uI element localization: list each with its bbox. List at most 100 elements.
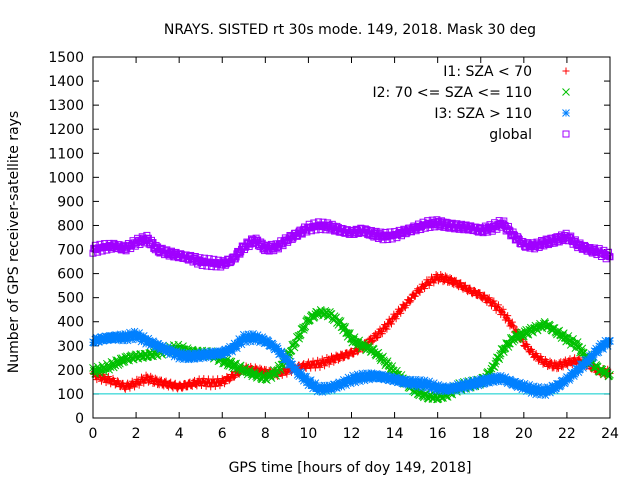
data-point	[278, 371, 286, 379]
data-point	[226, 375, 234, 383]
data-point	[527, 346, 535, 354]
data-point	[378, 330, 386, 338]
data-point	[299, 323, 307, 332]
marker-stroke	[344, 329, 353, 337]
data-point	[504, 312, 512, 320]
marker-stroke	[564, 332, 573, 340]
marker-stroke	[350, 333, 359, 341]
marker-stroke	[522, 325, 530, 334]
data-point	[554, 364, 562, 372]
y-tick-label: 0	[75, 411, 84, 427]
data-point	[341, 353, 349, 361]
marker-stroke	[536, 319, 544, 328]
marker-stroke	[183, 344, 192, 352]
data-point	[335, 316, 344, 325]
y-tick-label: 300	[57, 339, 84, 355]
data-point	[488, 298, 496, 306]
data-point	[457, 279, 465, 287]
x-tick-label: 12	[343, 426, 361, 442]
data-point	[505, 317, 513, 325]
x-tick-label: 14	[386, 426, 404, 442]
marker-stroke	[355, 336, 364, 345]
marker-stroke	[301, 322, 310, 331]
data-point	[566, 355, 574, 363]
data-point	[533, 352, 541, 360]
marker-stroke	[276, 366, 285, 374]
data-point	[406, 298, 414, 306]
data-point	[314, 356, 322, 364]
y-tick-label: 1400	[48, 74, 84, 90]
data-point	[398, 306, 406, 314]
data-layer	[89, 216, 614, 404]
y-tick-label: 600	[57, 267, 84, 283]
data-point	[211, 382, 219, 390]
marker-stroke	[340, 324, 349, 333]
data-point	[202, 382, 210, 390]
y-tick-label: 400	[57, 315, 84, 331]
marker-stroke	[90, 367, 99, 376]
y-tick-label: 1500	[48, 50, 84, 66]
data-point	[491, 359, 500, 368]
data-point	[102, 379, 110, 387]
marker-stroke	[593, 363, 602, 371]
data-point	[114, 377, 122, 385]
data-point	[480, 292, 488, 300]
marker-stroke	[135, 329, 144, 337]
data-point	[411, 292, 419, 300]
data-point	[309, 357, 317, 365]
marker-stroke	[117, 355, 126, 364]
data-point	[425, 281, 433, 289]
data-point	[226, 357, 234, 365]
marker-stroke	[226, 357, 234, 365]
data-point	[250, 368, 259, 376]
marker-stroke	[295, 334, 304, 343]
marker-stroke	[433, 395, 441, 404]
data-point	[167, 378, 175, 386]
data-point	[231, 373, 239, 381]
data-point	[451, 277, 459, 285]
data-point	[485, 294, 493, 302]
y-tick-label: 200	[57, 363, 84, 379]
marker-stroke	[555, 326, 564, 335]
data-point	[374, 334, 382, 342]
data-point	[562, 361, 570, 369]
data-point	[104, 372, 112, 380]
x-tick-label: 16	[429, 426, 447, 442]
data-point	[559, 329, 568, 338]
data-point	[316, 363, 324, 371]
marker-stroke	[374, 348, 383, 357]
marker-stroke	[272, 372, 280, 380]
series-1	[89, 271, 614, 393]
marker-stroke	[127, 351, 136, 360]
y-tick-label: 500	[57, 291, 84, 307]
marker-stroke	[379, 352, 387, 361]
y-tick-label: 700	[57, 243, 84, 259]
data-point	[295, 334, 304, 343]
data-point	[471, 287, 479, 295]
data-point	[494, 301, 502, 309]
marker-stroke	[299, 323, 307, 332]
data-point	[344, 329, 353, 337]
marker-stroke	[292, 338, 300, 347]
marker-stroke	[126, 328, 134, 337]
data-point	[446, 274, 454, 282]
marker-stroke	[256, 370, 264, 379]
data-point	[378, 354, 387, 362]
data-point	[339, 354, 347, 362]
data-point	[339, 322, 348, 331]
x-tick-label: 4	[175, 426, 184, 442]
y-tick-label: 100	[57, 387, 84, 403]
data-point	[421, 285, 429, 293]
marker-stroke	[491, 359, 500, 368]
data-point	[464, 288, 472, 296]
marker-stroke	[168, 345, 177, 353]
series-3	[89, 327, 614, 399]
marker-stroke	[121, 330, 130, 338]
marker-stroke	[378, 354, 387, 362]
data-point	[568, 361, 576, 369]
data-point	[430, 279, 438, 287]
x-tick-label: 0	[89, 426, 98, 442]
data-point	[157, 376, 165, 384]
y-tick-label: 900	[57, 194, 84, 210]
